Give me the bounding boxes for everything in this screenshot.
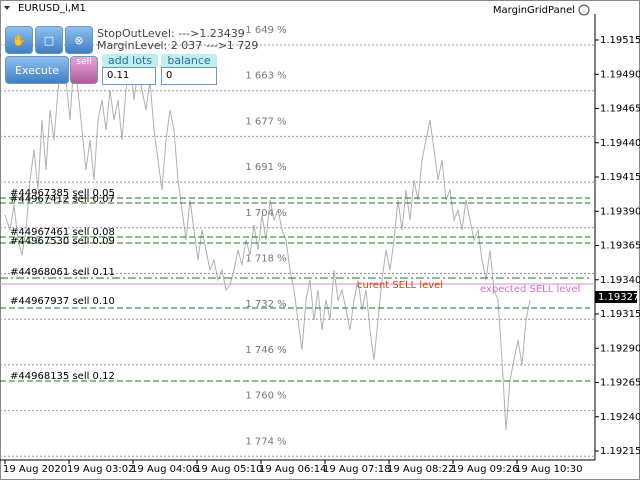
current-sell-label: curent SELL level [357,280,443,291]
add-lots-label: add lots [102,54,158,67]
margin-level: 1 746 % [245,345,286,356]
margin-level: 1 663 % [245,71,286,82]
order-label: #44967461 sell 0.08 [10,227,115,238]
time-label: 19 Aug 05:10 [195,464,262,475]
time-label: 19 Aug 10:30 [515,464,582,475]
time-label: 19 Aug 04:06 [131,464,198,475]
margin-level: 1 760 % [245,391,286,402]
info-line: MarginLevel: 2 037 --->1 729 [97,39,259,52]
price-label: 1.19265 [600,378,640,389]
price-label: 1.19290 [600,343,640,354]
margin-level: 1 732 % [245,299,286,310]
execute-button[interactable]: Execute [5,56,69,84]
margin-level: 1 774 % [245,436,286,447]
hand-button[interactable]: ✋ [5,26,33,54]
add-lots-input[interactable]: 0.11 [102,67,156,85]
balance-input[interactable]: 0 [161,67,217,85]
panel-icon [578,4,590,16]
time-label: 19 Aug 2020 [3,464,67,475]
price-label: 1.19390 [600,206,640,217]
price-label: 1.19490 [600,69,640,80]
price-label: 1.19465 [600,104,640,115]
margin-level: 1 677 % [245,116,286,127]
time-label: 19 Aug 09:26 [451,464,518,475]
price-line [4,59,531,431]
order-label: #44967530 sell 0.09 [10,236,115,247]
info-line: StopOutLevel: --->1.23439 [97,27,245,40]
close-button[interactable]: ⊗ [65,26,93,54]
stop-button[interactable]: □ [35,26,63,54]
time-label: 19 Aug 06:14 [259,464,326,475]
title-arrow [4,6,10,10]
price-label: 1.19215 [600,446,640,457]
price-label: 1.19315 [600,309,640,320]
current-price-box [595,291,637,303]
price-label: 1.19440 [600,138,640,149]
price-label: 1.19240 [600,412,640,423]
margin-level: 1 704 % [245,208,286,219]
price-label: 1.19515 [600,35,640,46]
balance-label: balance [161,54,217,67]
time-label: 19 Aug 03:02 [67,464,134,475]
margin-level: 1 649 % [245,25,286,36]
expected-sell-label: expected SELL level [480,284,580,295]
time-label: 19 Aug 07:18 [323,464,390,475]
current-price: 1.19327 [598,292,639,303]
window-title: EURUSD_i,M1 [18,3,86,14]
price-label: 1.19415 [600,172,640,183]
time-label: 19 Aug 08:22 [387,464,454,475]
margin-level: 1 718 % [245,254,286,265]
sell-button[interactable]: sell [70,56,98,84]
order-label: #44967412 sell 0.07 [10,194,115,205]
order-label: #44968061 sell 0.11 [10,267,115,278]
order-label: #44968135 sell 0.12 [10,371,115,382]
price-label: 1.19340 [600,275,640,286]
order-label: #44967385 sell 0.05 [10,188,115,199]
margin-level: 1 691 % [245,162,286,173]
price-label: 1.19365 [600,241,640,252]
order-label: #44967937 sell 0.10 [10,296,115,307]
panel-name: MarginGridPanel [493,5,575,16]
